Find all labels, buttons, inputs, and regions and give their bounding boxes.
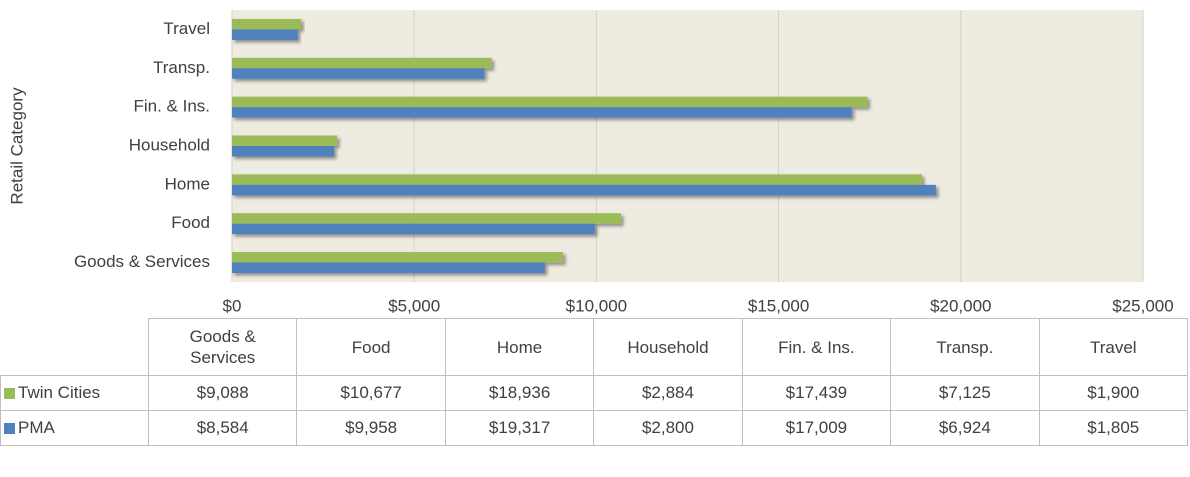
table-cell: $10,677 — [296, 375, 446, 411]
table-cell: $8,584 — [147, 410, 298, 446]
column-header: Goods & Services — [147, 318, 298, 376]
bar — [232, 223, 595, 235]
y-tick-label: Goods & Services — [74, 252, 210, 271]
y-tick-label: Household — [129, 135, 210, 154]
table-cell: $9,958 — [296, 410, 446, 446]
bar — [232, 107, 852, 118]
bar — [232, 146, 335, 157]
table-row: Twin Cities $9,088 $10,677 $18,936 $2,884 $17… — [0, 375, 1189, 411]
x-tick-label: $5,000 — [388, 296, 440, 315]
column-header: Fin. & Ins. — [741, 318, 892, 376]
column-header: Travel — [1038, 318, 1189, 376]
table-cell: $1,900 — [1038, 375, 1189, 411]
legend-entry: PMA — [0, 410, 149, 446]
table-row: PMA $8,584 $9,958 $19,317 $2,800 $17,009 $6,92… — [0, 410, 1189, 446]
x-tick-label: $25,000 — [1112, 296, 1173, 315]
bar — [232, 262, 545, 274]
column-header: Household — [593, 318, 743, 376]
x-tick-label: $0 — [223, 296, 242, 315]
bar — [232, 96, 868, 108]
legend-entry: Twin Cities — [0, 375, 149, 411]
table-cell: $9,088 — [147, 375, 298, 411]
y-tick-label: Fin. & Ins. — [133, 97, 210, 116]
table-cell: $18,936 — [444, 375, 595, 411]
x-tick-label: $20,000 — [930, 296, 991, 315]
column-header: Food — [296, 318, 446, 376]
chart: Retail Category $0 $5,000 $10,000 $15,000 $2… — [7, 10, 1174, 315]
y-axis-label: Retail Category — [7, 87, 26, 205]
bar — [232, 18, 302, 30]
corner — [1, 319, 149, 376]
data-table: Goods & Services Food Home Household Fin. & … — [0, 318, 1189, 446]
bar — [232, 57, 492, 69]
series-name: PMA — [18, 418, 55, 437]
bar — [232, 29, 298, 40]
y-tick-label: Transp. — [153, 58, 210, 77]
table-cell: $19,317 — [444, 410, 595, 446]
x-tick-label: $10,000 — [566, 296, 627, 315]
series-name: Twin Cities — [18, 383, 101, 402]
column-header: Transp. — [890, 318, 1040, 376]
bar — [232, 252, 564, 263]
y-tick-label: Home — [165, 174, 210, 193]
table-cell: $6,924 — [890, 410, 1040, 446]
bar — [232, 68, 485, 79]
table-cell: $2,800 — [593, 410, 743, 446]
legend-key — [4, 423, 15, 434]
table-cell: $17,439 — [741, 375, 892, 411]
table-cell: $1,805 — [1038, 410, 1189, 446]
y-tick-label: Travel — [163, 19, 210, 38]
x-tick-label: $15,000 — [748, 296, 809, 315]
table-cell: $7,125 — [890, 375, 1040, 411]
legend-key — [4, 388, 15, 399]
plot-area — [232, 10, 1143, 282]
bar — [232, 174, 923, 185]
table-cell: $17,009 — [741, 410, 892, 446]
column-header: Home — [444, 318, 595, 376]
table-header: Goods & Services Food Home Household Fin. & … — [1, 318, 1189, 376]
bar — [232, 184, 936, 196]
bar — [232, 135, 338, 146]
table-cell: $2,884 — [593, 375, 743, 411]
bar — [232, 213, 622, 224]
y-tick-label: Food — [171, 213, 210, 232]
